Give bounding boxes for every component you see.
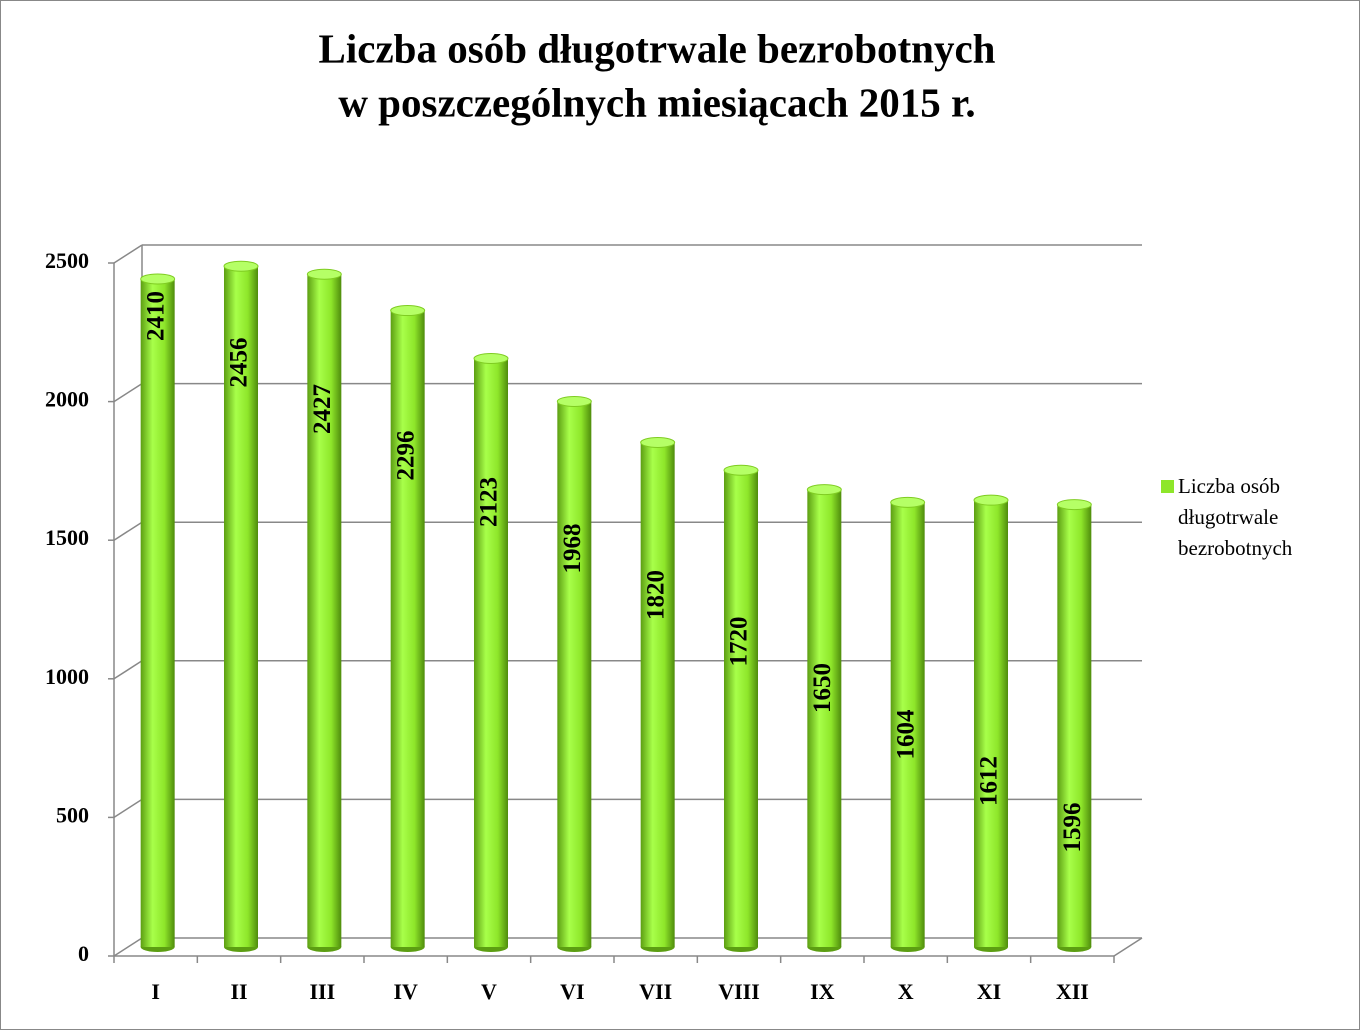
- x-tick-label: XI: [977, 979, 1001, 1004]
- grid-line: [113, 798, 143, 819]
- data-label: 1596: [1059, 803, 1086, 853]
- chart-title: Liczba osób długotrwale bezrobotnych: [319, 25, 996, 71]
- data-label: 1720: [726, 617, 753, 667]
- data-label: 1650: [809, 663, 836, 713]
- bar: [723, 464, 759, 952]
- grid-line: [113, 521, 143, 541]
- axis-line: [1113, 937, 1143, 957]
- bar: [140, 273, 176, 952]
- grid-line: [113, 382, 143, 403]
- grid-line: [113, 937, 143, 957]
- x-tick-label: III: [309, 979, 335, 1004]
- bar: [306, 268, 342, 952]
- y-tick-label: 2500: [45, 248, 89, 273]
- data-label: 1968: [559, 524, 586, 574]
- bar: [890, 496, 926, 952]
- bar: [1056, 499, 1092, 952]
- x-tick-label: VIII: [718, 979, 760, 1004]
- data-label: 2296: [392, 431, 419, 481]
- bar: [390, 305, 426, 952]
- data-label: 2123: [476, 477, 503, 527]
- x-tick-label: VII: [639, 979, 672, 1004]
- data-label: 1604: [892, 709, 919, 760]
- y-tick-label: 2000: [45, 387, 89, 412]
- legend-label: Liczba osób długotrwale bezrobotnych: [1178, 474, 1293, 560]
- x-tick-label: VI: [560, 979, 584, 1004]
- bar: [973, 494, 1009, 952]
- x-tick-label: I: [151, 979, 160, 1004]
- data-label: 1612: [976, 756, 1003, 806]
- data-label: 2410: [142, 291, 169, 341]
- x-tick-label: V: [481, 979, 497, 1004]
- bar: [473, 353, 509, 952]
- y-tick-label: 500: [56, 802, 89, 827]
- x-tick-label: IX: [810, 979, 835, 1004]
- x-tick-label: II: [230, 979, 247, 1004]
- y-tick-label: 0: [78, 941, 89, 966]
- chart-title: w poszczególnych miesiącach 2015 r.: [338, 79, 975, 125]
- bar: [806, 484, 842, 952]
- data-label: 2456: [226, 338, 253, 388]
- x-tick-label: IV: [393, 979, 418, 1004]
- bar: [556, 395, 592, 952]
- x-tick-label: XII: [1056, 979, 1089, 1004]
- bar: [223, 260, 259, 952]
- y-tick-label: 1500: [45, 525, 89, 550]
- data-label: 1820: [642, 570, 669, 620]
- bar: [640, 436, 676, 952]
- legend-swatch: [1161, 480, 1174, 493]
- legend: Liczba osób długotrwale bezrobotnych: [1161, 471, 1341, 564]
- grid-line: [113, 660, 143, 680]
- grid-line: [113, 244, 143, 264]
- y-tick-label: 1000: [45, 664, 89, 689]
- x-tick-label: X: [898, 979, 914, 1004]
- data-label: 2427: [309, 384, 336, 434]
